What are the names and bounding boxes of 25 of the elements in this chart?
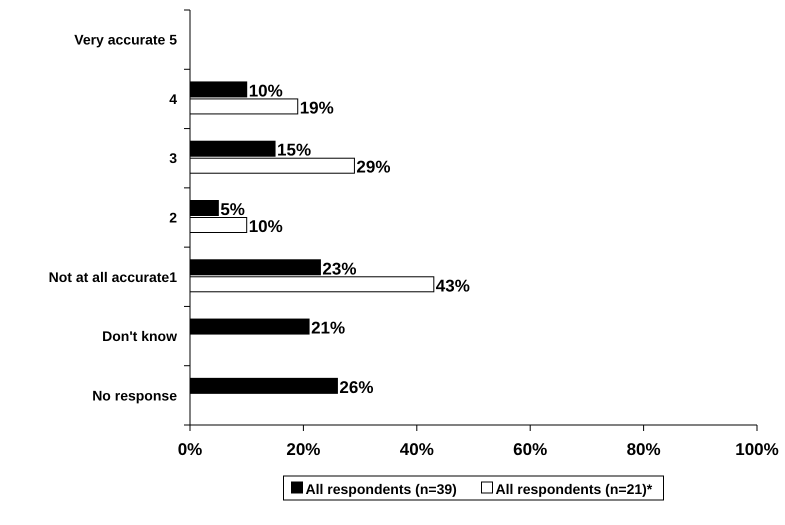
x-tick-label: 80% (626, 440, 661, 459)
data-label: 10% (248, 217, 283, 236)
legend-label: All respondents (n=21)* (496, 481, 653, 497)
data-label: 29% (356, 158, 390, 177)
data-label: 21% (311, 318, 346, 338)
data-label: 10% (248, 81, 283, 100)
y-tick-label: 2 (169, 210, 178, 226)
x-tick-label: 0% (178, 440, 202, 459)
y-tick-label: 4 (169, 90, 178, 107)
data-label: 5% (220, 200, 245, 219)
y-tick-label: Not at all accurate1 (48, 268, 178, 285)
y-tick-label: Don't know (102, 328, 178, 344)
x-tick-label: 20% (286, 440, 320, 459)
legend-label: All respondents (n=39) (306, 481, 457, 497)
x-tick-label: 60% (513, 440, 548, 459)
y-tick-label: 3 (169, 150, 178, 166)
y-tick-label: Very accurate 5 (74, 32, 178, 48)
data-label: 26% (339, 378, 374, 397)
x-tick-label: 40% (400, 440, 434, 459)
y-tick-label: No response (92, 387, 178, 404)
x-tick-label: 100% (735, 440, 779, 459)
data-label: 43% (436, 276, 470, 296)
data-label: 19% (300, 98, 334, 118)
data-label: 23% (322, 259, 356, 278)
data-label: 15% (277, 140, 312, 160)
